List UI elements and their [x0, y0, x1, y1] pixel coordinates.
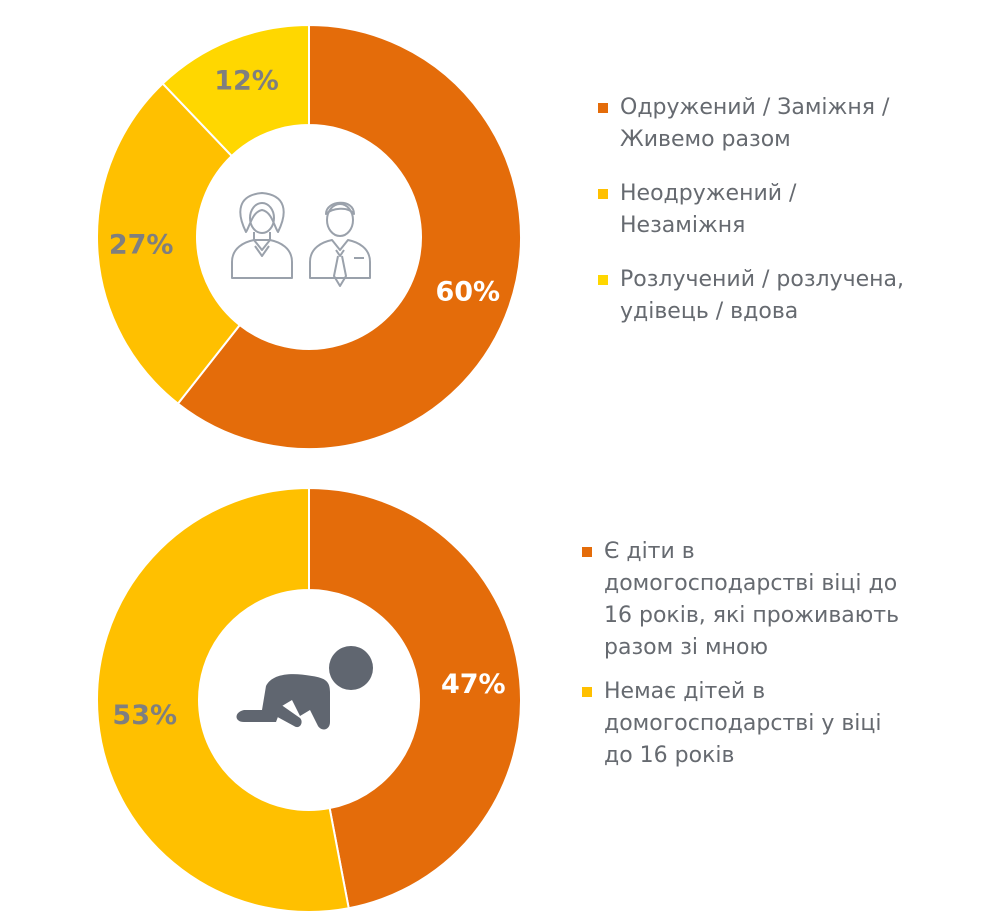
legend-label-line: Є діти в	[604, 539, 695, 564]
couple-icon	[231, 192, 371, 287]
legend-swatch	[598, 103, 608, 113]
donut-slice	[96, 486, 350, 913]
slice-value-label: 53%	[112, 700, 177, 731]
donut-slice	[308, 486, 522, 910]
legend-label-line: Розлучений / розлучена,	[620, 267, 905, 292]
marital-status-chart: 60% 27% 12% Одружений / Заміжня / Живемо ра…	[96, 23, 968, 450]
marital-status-donut: 60% 27% 12%	[96, 23, 522, 450]
legend-label-line: домогосподарстві у віці	[604, 711, 882, 736]
legend-label-line: Живемо разом	[620, 127, 791, 152]
legend-label-line: до 16 років	[604, 743, 735, 768]
legend-item: Неодружений / Незаміжня	[598, 178, 968, 242]
legend-label-line: удівець / вдова	[620, 299, 799, 324]
donut-slice	[176, 23, 522, 450]
legend-label-line: 16 років, які проживають	[604, 603, 900, 628]
legend-item: Немає дітей в домогосподарстві у віці до 1…	[582, 676, 962, 772]
legend-label-line: Немає дітей в	[604, 679, 766, 704]
crawling-baby-icon	[236, 646, 373, 730]
legend-item: Є діти в домогосподарстві віці до 16 років…	[582, 536, 962, 664]
legend-label-line: разом зі мною	[604, 635, 768, 660]
legend-item: Одружений / Заміжня / Живемо разом	[598, 92, 968, 156]
children-in-household-chart: 47% 53% Є діти в домогосподарстві віці до 1…	[0, 460, 1000, 915]
slice-value-label: 27%	[109, 229, 174, 260]
marital-status-legend: Одружений / Заміжня / Живемо разом Неодруж…	[598, 92, 968, 350]
legend-label-line: Одружений / Заміжня /	[620, 95, 890, 120]
legend-label-line: Незаміжня	[620, 213, 746, 238]
donut-slice	[161, 23, 310, 158]
legend-label-line: Неодружений /	[620, 181, 797, 206]
slice-value-label: 60%	[435, 276, 500, 307]
children-donut: 47% 53%	[96, 486, 522, 913]
legend-swatch	[582, 687, 592, 697]
legend-swatch	[582, 547, 592, 557]
legend-item: Розлучений / розлучена, удівець / вдова	[598, 264, 968, 328]
slice-value-label: 12%	[214, 66, 279, 97]
legend-label-line: домогосподарстві віці до	[604, 571, 898, 596]
slice-value-label: 47%	[441, 669, 506, 700]
children-legend: Є діти в домогосподарстві віці до 16 років…	[582, 536, 962, 784]
legend-swatch	[598, 275, 608, 285]
legend-swatch	[598, 189, 608, 199]
donut-slice	[96, 82, 242, 406]
